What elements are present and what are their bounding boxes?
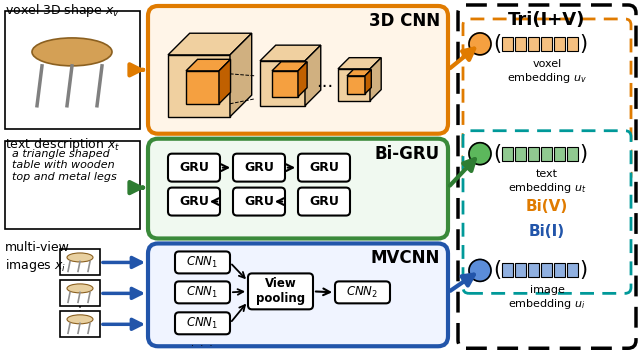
FancyBboxPatch shape: [248, 273, 313, 309]
Bar: [60, 250, 100, 275]
Text: ): ): [579, 144, 587, 164]
Text: GRU: GRU: [244, 161, 274, 174]
Bar: [554, 37, 565, 51]
Polygon shape: [186, 59, 230, 71]
Text: GRU: GRU: [309, 195, 339, 208]
Text: ...: ...: [316, 73, 333, 91]
FancyBboxPatch shape: [233, 154, 285, 182]
Bar: [567, 147, 578, 161]
FancyBboxPatch shape: [463, 131, 631, 293]
Polygon shape: [168, 55, 230, 117]
Text: ): ): [579, 261, 587, 280]
FancyBboxPatch shape: [148, 244, 448, 346]
Text: text description $x_t$: text description $x_t$: [5, 136, 120, 153]
Bar: [567, 263, 578, 278]
Text: (: (: [493, 34, 501, 54]
Bar: [60, 280, 100, 306]
Text: multi-view
images $x_i$: multi-view images $x_i$: [5, 241, 70, 274]
Bar: [554, 263, 565, 278]
Bar: [515, 263, 526, 278]
Ellipse shape: [32, 38, 112, 66]
Polygon shape: [260, 61, 305, 106]
Text: $CNN_1$: $CNN_1$: [186, 316, 219, 331]
Bar: [541, 37, 552, 51]
FancyBboxPatch shape: [175, 281, 230, 303]
FancyBboxPatch shape: [175, 312, 230, 334]
Text: Tri(I+V): Tri(I+V): [508, 11, 586, 29]
Bar: [554, 147, 565, 161]
FancyBboxPatch shape: [463, 19, 631, 182]
Circle shape: [469, 259, 491, 281]
Polygon shape: [305, 45, 321, 106]
Polygon shape: [370, 58, 381, 101]
Circle shape: [469, 143, 491, 165]
Polygon shape: [338, 69, 370, 101]
Text: 3D CNN: 3D CNN: [369, 12, 440, 30]
Ellipse shape: [67, 315, 93, 324]
Text: (: (: [493, 261, 501, 280]
Polygon shape: [272, 71, 298, 97]
Text: ·  ·  ·: · · ·: [191, 341, 212, 351]
Text: $CNN_1$: $CNN_1$: [186, 255, 219, 270]
Circle shape: [469, 33, 491, 55]
Text: Bi(I): Bi(I): [529, 223, 565, 239]
Bar: [502, 263, 513, 278]
Ellipse shape: [67, 253, 93, 262]
Text: Bi(V): Bi(V): [526, 199, 568, 213]
FancyBboxPatch shape: [298, 188, 350, 216]
Polygon shape: [168, 33, 252, 55]
Polygon shape: [219, 59, 230, 104]
Text: MVCNN: MVCNN: [371, 250, 440, 268]
Bar: [541, 263, 552, 278]
Bar: [567, 37, 578, 51]
FancyBboxPatch shape: [175, 251, 230, 273]
Bar: [60, 311, 100, 337]
Text: image
embedding $u_i$: image embedding $u_i$: [508, 285, 586, 312]
Text: text
embedding $u_t$: text embedding $u_t$: [508, 169, 586, 195]
Polygon shape: [186, 71, 219, 104]
FancyBboxPatch shape: [168, 188, 220, 216]
Bar: [528, 37, 539, 51]
Text: voxel
embedding $u_v$: voxel embedding $u_v$: [507, 59, 587, 85]
Polygon shape: [338, 58, 381, 69]
Text: View
pooling: View pooling: [256, 278, 305, 306]
FancyBboxPatch shape: [298, 154, 350, 182]
FancyBboxPatch shape: [233, 188, 285, 216]
Bar: [528, 263, 539, 278]
Bar: [541, 147, 552, 161]
FancyBboxPatch shape: [335, 281, 390, 303]
Bar: [5, 141, 140, 229]
FancyBboxPatch shape: [148, 139, 448, 239]
Bar: [502, 147, 513, 161]
Bar: [502, 37, 513, 51]
Text: Bi-GRU: Bi-GRU: [375, 145, 440, 163]
Text: GRU: GRU: [179, 195, 209, 208]
Bar: [5, 11, 140, 129]
Polygon shape: [272, 62, 307, 71]
Polygon shape: [347, 69, 371, 76]
Ellipse shape: [67, 284, 93, 293]
Text: GRU: GRU: [179, 161, 209, 174]
Polygon shape: [298, 62, 307, 97]
Text: GRU: GRU: [244, 195, 274, 208]
Polygon shape: [260, 45, 321, 61]
Text: GRU: GRU: [309, 161, 339, 174]
Text: $CNN_1$: $CNN_1$: [186, 285, 219, 300]
Text: (: (: [493, 144, 501, 164]
Polygon shape: [230, 33, 252, 117]
Polygon shape: [365, 69, 371, 94]
Text: $CNN_2$: $CNN_2$: [346, 285, 379, 300]
Text: voxel 3D shape $x_v$: voxel 3D shape $x_v$: [5, 2, 120, 19]
Bar: [515, 147, 526, 161]
Text: a triangle shaped
table with wooden
top and metal legs: a triangle shaped table with wooden top …: [12, 149, 116, 182]
FancyBboxPatch shape: [148, 6, 448, 134]
FancyBboxPatch shape: [458, 5, 636, 348]
Bar: [515, 37, 526, 51]
FancyBboxPatch shape: [168, 154, 220, 182]
Polygon shape: [347, 76, 365, 94]
Bar: [528, 147, 539, 161]
Text: ): ): [579, 34, 587, 54]
